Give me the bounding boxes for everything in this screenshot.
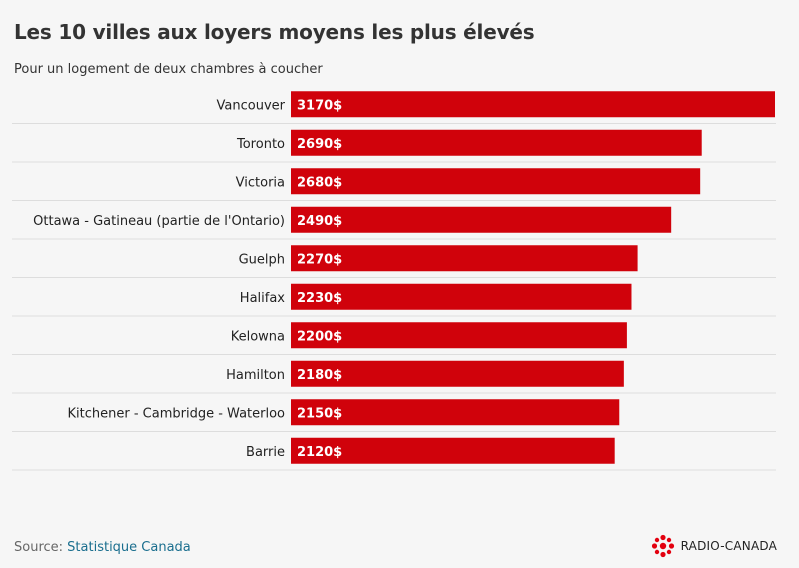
bar — [291, 322, 627, 349]
category-label: Vancouver — [217, 98, 286, 113]
chart-title: Les 10 villes aux loyers moyens les plus… — [14, 20, 535, 44]
data-label: 2120$ — [297, 445, 342, 460]
data-label: 2180$ — [297, 368, 342, 383]
category-label: Toronto — [236, 137, 285, 152]
bar — [291, 360, 624, 387]
data-label: 2150$ — [297, 406, 342, 421]
chart-subtitle: Pour un logement de deux chambres à couc… — [14, 62, 323, 77]
bar — [291, 129, 702, 156]
data-label: 2270$ — [297, 252, 342, 267]
bar — [291, 91, 775, 118]
source-link[interactable]: Statistique Canada — [67, 540, 191, 555]
category-label: Kelowna — [231, 329, 285, 344]
category-label: Guelph — [239, 252, 285, 267]
data-label: 2230$ — [297, 291, 342, 306]
bar — [291, 206, 672, 233]
bar — [291, 399, 620, 426]
category-label: Hamilton — [226, 368, 285, 383]
bar-chart: Vancouver 3170$ Toronto 2690$ Victoria 2680$ O… — [12, 91, 776, 471]
brand-name: RADIO-CANADA — [680, 539, 777, 553]
category-label: Ottawa - Gatineau (partie de l'Ontario) — [33, 214, 285, 229]
data-label: 2680$ — [297, 175, 342, 190]
bar — [291, 283, 632, 310]
category-label: Barrie — [246, 445, 285, 460]
category-label: Victoria — [236, 175, 285, 190]
source-label: Source: — [14, 540, 68, 555]
radio-canada-gem-icon — [651, 534, 674, 558]
data-label: 2200$ — [297, 329, 342, 344]
category-label: Halifax — [240, 291, 286, 306]
data-label: 2490$ — [297, 214, 342, 229]
category-label: Kitchener - Cambridge - Waterloo — [68, 406, 286, 421]
bar — [291, 168, 701, 195]
source-line: Source: Statistique Canada — [14, 540, 191, 555]
bar — [291, 245, 638, 272]
bar — [291, 437, 615, 464]
radio-canada-logo: RADIO-CANADA — [651, 534, 777, 558]
data-label: 2690$ — [297, 137, 342, 152]
data-label: 3170$ — [297, 98, 342, 113]
